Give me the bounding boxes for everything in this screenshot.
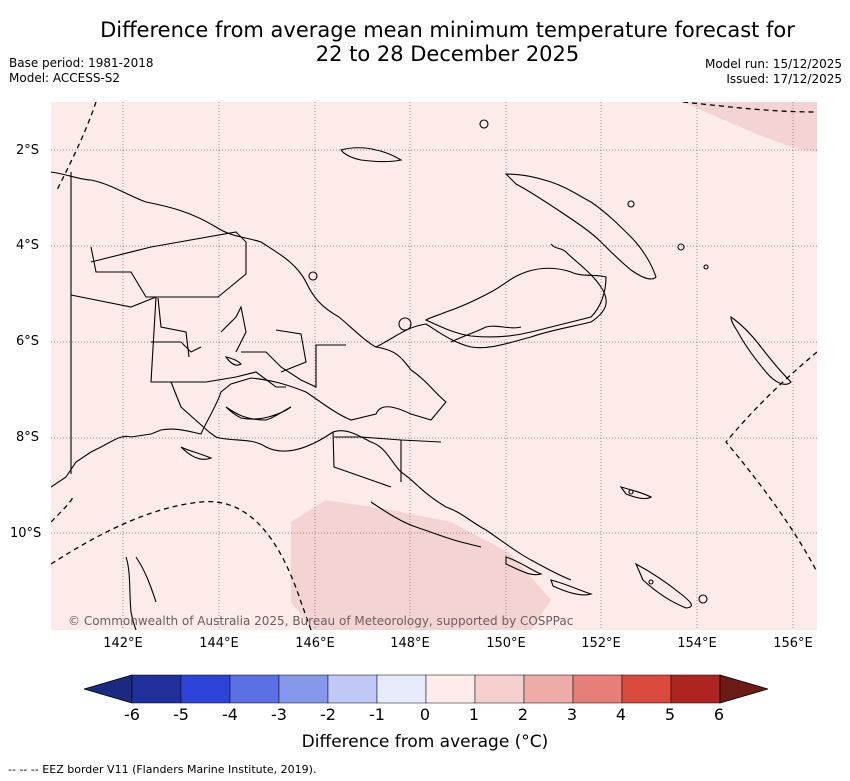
cbar-tick-5: 5 bbox=[664, 705, 676, 724]
colorbar-segment bbox=[131, 674, 182, 704]
meta-right: Model run: 15/12/2025 Issued: 17/12/2025 bbox=[705, 57, 842, 87]
lon-label-154e: 154°E bbox=[677, 636, 717, 651]
colorbar-segment bbox=[425, 674, 476, 704]
colorbar-segment bbox=[180, 674, 231, 704]
lon-label-156e: 156°E bbox=[773, 636, 813, 651]
colorbar bbox=[82, 674, 770, 708]
base-period: Base period: 1981-2018 bbox=[9, 56, 154, 70]
colorbar-segment bbox=[474, 674, 525, 704]
title-line-2: 22 to 28 December 2025 bbox=[315, 42, 580, 66]
colorbar-segment bbox=[327, 674, 378, 704]
cbar-tick-m5: -5 bbox=[173, 705, 189, 724]
lon-label-142e: 142°E bbox=[103, 636, 143, 651]
map-panel bbox=[51, 102, 817, 630]
colorbar-segment bbox=[376, 674, 427, 704]
lon-label-148e: 148°E bbox=[390, 636, 430, 651]
cbar-tick-m6: -6 bbox=[124, 705, 140, 724]
cbar-tick-6: 6 bbox=[713, 705, 725, 724]
meta-left: Base period: 1981-2018 Model: ACCESS-S2 bbox=[9, 56, 154, 86]
lat-label-4s: 4°S bbox=[16, 238, 40, 253]
anomaly-region-northeast bbox=[683, 102, 817, 152]
model-name: Model: ACCESS-S2 bbox=[9, 71, 121, 85]
cbar-tick-4: 4 bbox=[615, 705, 627, 724]
colorbar-segment bbox=[572, 674, 623, 704]
graticule bbox=[51, 102, 817, 630]
cbar-tick-3: 3 bbox=[566, 705, 578, 724]
colorbar-segment bbox=[621, 674, 672, 704]
lon-label-150e: 150°E bbox=[486, 636, 526, 651]
cbar-tick-0: 0 bbox=[419, 705, 431, 724]
coastlines bbox=[51, 119, 792, 630]
cbar-tick-m2: -2 bbox=[320, 705, 336, 724]
cbar-tick-m3: -3 bbox=[271, 705, 287, 724]
lat-label-2s: 2°S bbox=[16, 143, 40, 158]
lat-label-8s: 8°S bbox=[16, 430, 40, 445]
cbar-tick-m4: -4 bbox=[222, 705, 238, 724]
colorbar-title: Difference from average (°C) bbox=[301, 732, 549, 752]
colorbar-segment bbox=[523, 674, 574, 704]
colorbar-segment bbox=[229, 674, 280, 704]
colorbar-svg bbox=[82, 674, 770, 704]
colorbar-over-arrow bbox=[719, 674, 770, 704]
title-line-1: Difference from average mean minimum tem… bbox=[100, 18, 795, 42]
colorbar-under-arrow bbox=[82, 674, 133, 704]
anomaly-region-south bbox=[291, 500, 551, 630]
lon-label-144e: 144°E bbox=[199, 636, 239, 651]
lon-label-152e: 152°E bbox=[581, 636, 621, 651]
colorbar-segment bbox=[278, 674, 329, 704]
cbar-tick-2: 2 bbox=[517, 705, 529, 724]
eez-borders bbox=[51, 102, 817, 630]
cbar-tick-1: 1 bbox=[468, 705, 480, 724]
lon-label-146e: 146°E bbox=[295, 636, 335, 651]
copyright-notice: © Commonwealth of Australia 2025, Bureau… bbox=[68, 614, 574, 628]
chart-title: Difference from average mean minimum tem… bbox=[60, 18, 835, 66]
eez-legend-note: -- -- -- EEZ border V11 (Flanders Marine… bbox=[8, 763, 317, 776]
model-run: Model run: 15/12/2025 bbox=[704, 57, 842, 71]
colorbar-segment bbox=[670, 674, 721, 704]
lat-label-10s: 10°S bbox=[10, 526, 42, 541]
issued-date: Issued: 17/12/2025 bbox=[726, 72, 842, 86]
colorbar-segments bbox=[82, 674, 770, 704]
lat-label-6s: 6°S bbox=[16, 334, 40, 349]
cbar-tick-m1: -1 bbox=[369, 705, 385, 724]
map-svg bbox=[51, 102, 817, 630]
